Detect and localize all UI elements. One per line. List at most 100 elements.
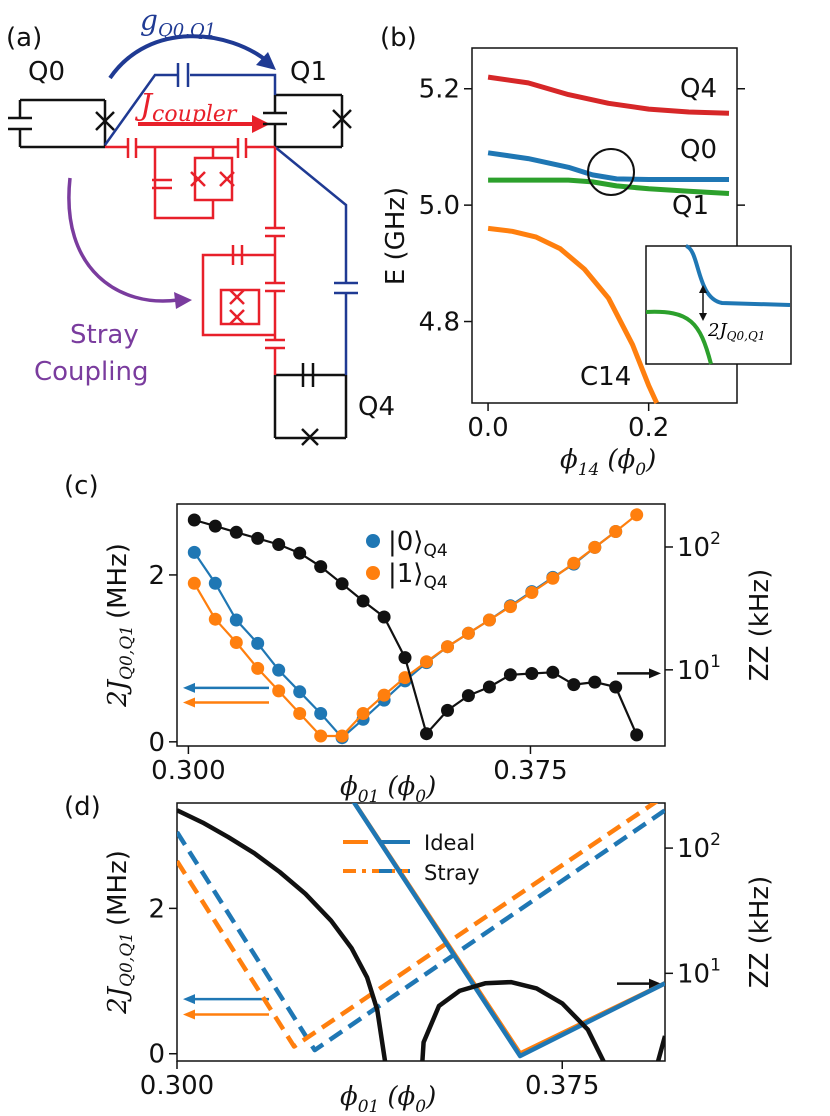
panel-c-xtick-label: 0.300 bbox=[151, 756, 225, 786]
panel-d-left-axis-arrowhead bbox=[183, 994, 195, 1005]
panel-c-data-point bbox=[482, 613, 496, 627]
panel-c-data-point bbox=[272, 684, 286, 698]
panel-c-series-line bbox=[193, 518, 638, 736]
panel-c-data-point bbox=[630, 508, 644, 522]
panel-c-data-point bbox=[335, 577, 349, 591]
q4-curve-label: Q4 bbox=[680, 74, 717, 104]
panel-d-ytick-right-label: 102 bbox=[677, 830, 721, 864]
panel-b-series bbox=[487, 74, 730, 405]
panel-c-left-axis-arrowhead bbox=[183, 697, 195, 708]
panel-c-ytick-right-label: 102 bbox=[677, 529, 721, 563]
panel-c-data-point bbox=[630, 728, 644, 742]
panel-b-inset: 2JQ0,Q1 bbox=[645, 244, 792, 365]
panel-c-data-point bbox=[293, 546, 307, 560]
panel-c-data-point bbox=[461, 626, 475, 640]
panel-c-ylabel-right: ZZ (kHz) bbox=[745, 569, 775, 681]
panel-d-ylabel-right: ZZ (kHz) bbox=[745, 876, 775, 988]
panel-c-data-point bbox=[377, 610, 391, 624]
panel-d: (d) 0.300 0.375 0 2 101 102 2JQ0,Q1(MHz) ZZ (… bbox=[64, 792, 775, 1116]
panel-c-series bbox=[187, 508, 644, 745]
panel-c-ytick-left-label: 2 bbox=[148, 561, 165, 591]
stray-arrow-head bbox=[174, 292, 192, 309]
inset-gap-arrow-bottom bbox=[699, 313, 707, 321]
panel-c-data-point bbox=[229, 613, 243, 627]
panel-c-data-point bbox=[187, 576, 201, 590]
panel-b-xtick-label: 0.2 bbox=[628, 413, 669, 443]
panel-b-ticks: 4.8 5.0 5.2 0.0 0.2 bbox=[419, 75, 745, 443]
series-q1-line bbox=[488, 177, 730, 196]
panel-c-data-point bbox=[503, 668, 517, 682]
panel-c: (c) 0.300 0.375 0 2 101 102 2JQ0,Q1(MHz) ZZ (… bbox=[64, 471, 775, 807]
c14-curve-label: C14 bbox=[580, 362, 631, 392]
q1-label: Q1 bbox=[290, 57, 327, 87]
panel-c-data-point bbox=[588, 540, 602, 554]
panel-c-data-point bbox=[398, 651, 412, 665]
stray-arrow bbox=[67, 177, 179, 303]
panel-c-data-point bbox=[314, 707, 328, 720]
legend-q4-1-label: |1⟩Q4 bbox=[388, 559, 448, 593]
panel-d-series-line bbox=[177, 808, 388, 1061]
panel-b-xlabel: ϕ14 (ϕ0) bbox=[560, 445, 656, 480]
panel-d-series-line bbox=[351, 803, 665, 1059]
inset-label: 2JQ0,Q1 bbox=[707, 320, 765, 343]
avoided-crossing-circle bbox=[587, 148, 635, 196]
panel-c-data-point bbox=[314, 729, 328, 743]
panel-d-ytick-right-label: 101 bbox=[677, 955, 721, 989]
j-coupler-label: Jcoupler bbox=[134, 88, 238, 127]
legend-q4-0-marker bbox=[366, 534, 380, 548]
inset-gap-arrow-top bbox=[699, 285, 707, 293]
panel-c-ticks: 0.300 0.375 0 2 101 102 bbox=[148, 529, 720, 786]
q1-circuit bbox=[263, 93, 352, 149]
series-q0-line bbox=[487, 150, 729, 182]
panel-c-right-axis-arrowhead bbox=[649, 668, 661, 679]
stray-label-2: Coupling bbox=[34, 357, 148, 387]
panel-d-label: (d) bbox=[64, 792, 101, 822]
panel-c-label: (c) bbox=[64, 471, 99, 501]
g-arrow bbox=[108, 34, 270, 80]
series-c14-line bbox=[487, 225, 659, 405]
q1-curve-label: Q1 bbox=[672, 191, 709, 221]
panel-c-xlabel: ϕ01 (ϕ0) bbox=[340, 772, 436, 807]
inset-q1-curve bbox=[645, 309, 713, 365]
panel-c-data-point bbox=[482, 680, 496, 694]
series-q4-line bbox=[487, 74, 730, 116]
legend-stray-label: Stray bbox=[424, 861, 480, 885]
panel-d-xtick-label: 0.375 bbox=[525, 1071, 599, 1101]
panel-b-ytick-label: 5.2 bbox=[419, 75, 460, 105]
panel-b-xtick-label: 0.0 bbox=[467, 413, 508, 443]
panel-c-frame bbox=[176, 503, 666, 747]
panel-c-data-point bbox=[567, 678, 581, 692]
panel-c-plot-area bbox=[187, 508, 644, 745]
panel-b-ylabel: E (GHz) bbox=[381, 187, 411, 285]
panel-c-data-point bbox=[503, 600, 517, 614]
legend-ideal-label: Ideal bbox=[424, 831, 475, 855]
panel-c-data-point bbox=[272, 663, 286, 677]
panel-c-data-point bbox=[546, 571, 560, 585]
panel-d-series bbox=[177, 803, 665, 1061]
q0-label: Q0 bbox=[28, 57, 65, 87]
panel-c-data-point bbox=[525, 667, 539, 680]
q4-label: Q4 bbox=[358, 392, 395, 422]
panel-d-ytick-left-label: 2 bbox=[148, 894, 165, 924]
panel-c-legend: |0⟩Q4 |1⟩Q4 bbox=[366, 527, 448, 593]
panel-d-series-line bbox=[655, 1035, 665, 1061]
panel-c-ytick-right-label: 101 bbox=[677, 652, 721, 686]
panel-d-series-line bbox=[177, 808, 665, 1053]
panel-c-data-point bbox=[420, 727, 433, 741]
panel-c-data-point bbox=[187, 545, 201, 559]
panel-d-legend: Ideal Stray bbox=[343, 831, 480, 885]
panel-c-data-point bbox=[398, 671, 412, 685]
panel-c-data-point bbox=[356, 707, 370, 720]
panel-c-data-point bbox=[251, 531, 265, 545]
panel-c-data-point bbox=[420, 655, 433, 669]
panel-c-data-point bbox=[272, 538, 286, 551]
coupler-circuit bbox=[105, 138, 285, 375]
panel-c-data-point bbox=[461, 689, 475, 703]
panel-c-data-point bbox=[251, 636, 265, 650]
q0-curve-label: Q0 bbox=[680, 135, 717, 165]
panel-c-data-point bbox=[293, 707, 307, 720]
g-arrow-head bbox=[256, 52, 276, 70]
panel-c-data-point bbox=[546, 665, 560, 679]
panel-c-data-point bbox=[335, 729, 349, 743]
